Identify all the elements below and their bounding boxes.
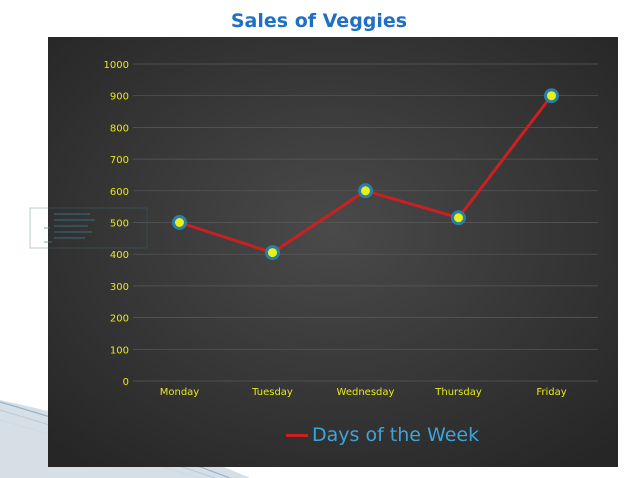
data-point [265,245,280,261]
legend: Days of the Week [286,424,479,446]
x-tick-label: Friday [536,387,566,398]
y-tick-label: 500 [110,219,129,230]
x-tick-label: Tuesday [251,387,293,398]
y-tick-label: 800 [110,123,129,134]
x-tick-label: Monday [160,387,200,398]
data-point [358,183,373,199]
y-tick-label: 400 [110,250,129,261]
legend-swatch [286,433,308,437]
data-point [451,210,466,226]
y-tick-label: 300 [110,282,129,293]
x-tick-label: Wednesday [337,387,395,398]
y-tick-label: 900 [110,92,129,103]
y-tick-label: 100 [110,345,129,356]
y-tick-label: 200 [110,314,129,325]
x-axis: Monday Tuesday Wednesday Thursday Friday [160,387,567,398]
series [172,88,559,261]
y-tick-label: 0 [123,377,129,388]
y-tick-label: 600 [110,187,129,198]
legend-label: Days of the Week [312,424,480,446]
data-point [544,88,559,104]
x-tick-label: Thursday [434,387,482,398]
y-tick-label: 700 [110,155,129,166]
y-tick-label: 1000 [104,60,129,71]
chart-title: Sales of Veggies [230,10,408,32]
line-chart: 0 100 200 300 400 500 600 700 800 900 1000 Monday T… [48,37,618,467]
gridlines [133,63,598,382]
plot-area [48,37,618,467]
y-axis: 0 100 200 300 400 500 600 700 800 900 1000 [104,60,129,388]
data-point [172,215,187,230]
